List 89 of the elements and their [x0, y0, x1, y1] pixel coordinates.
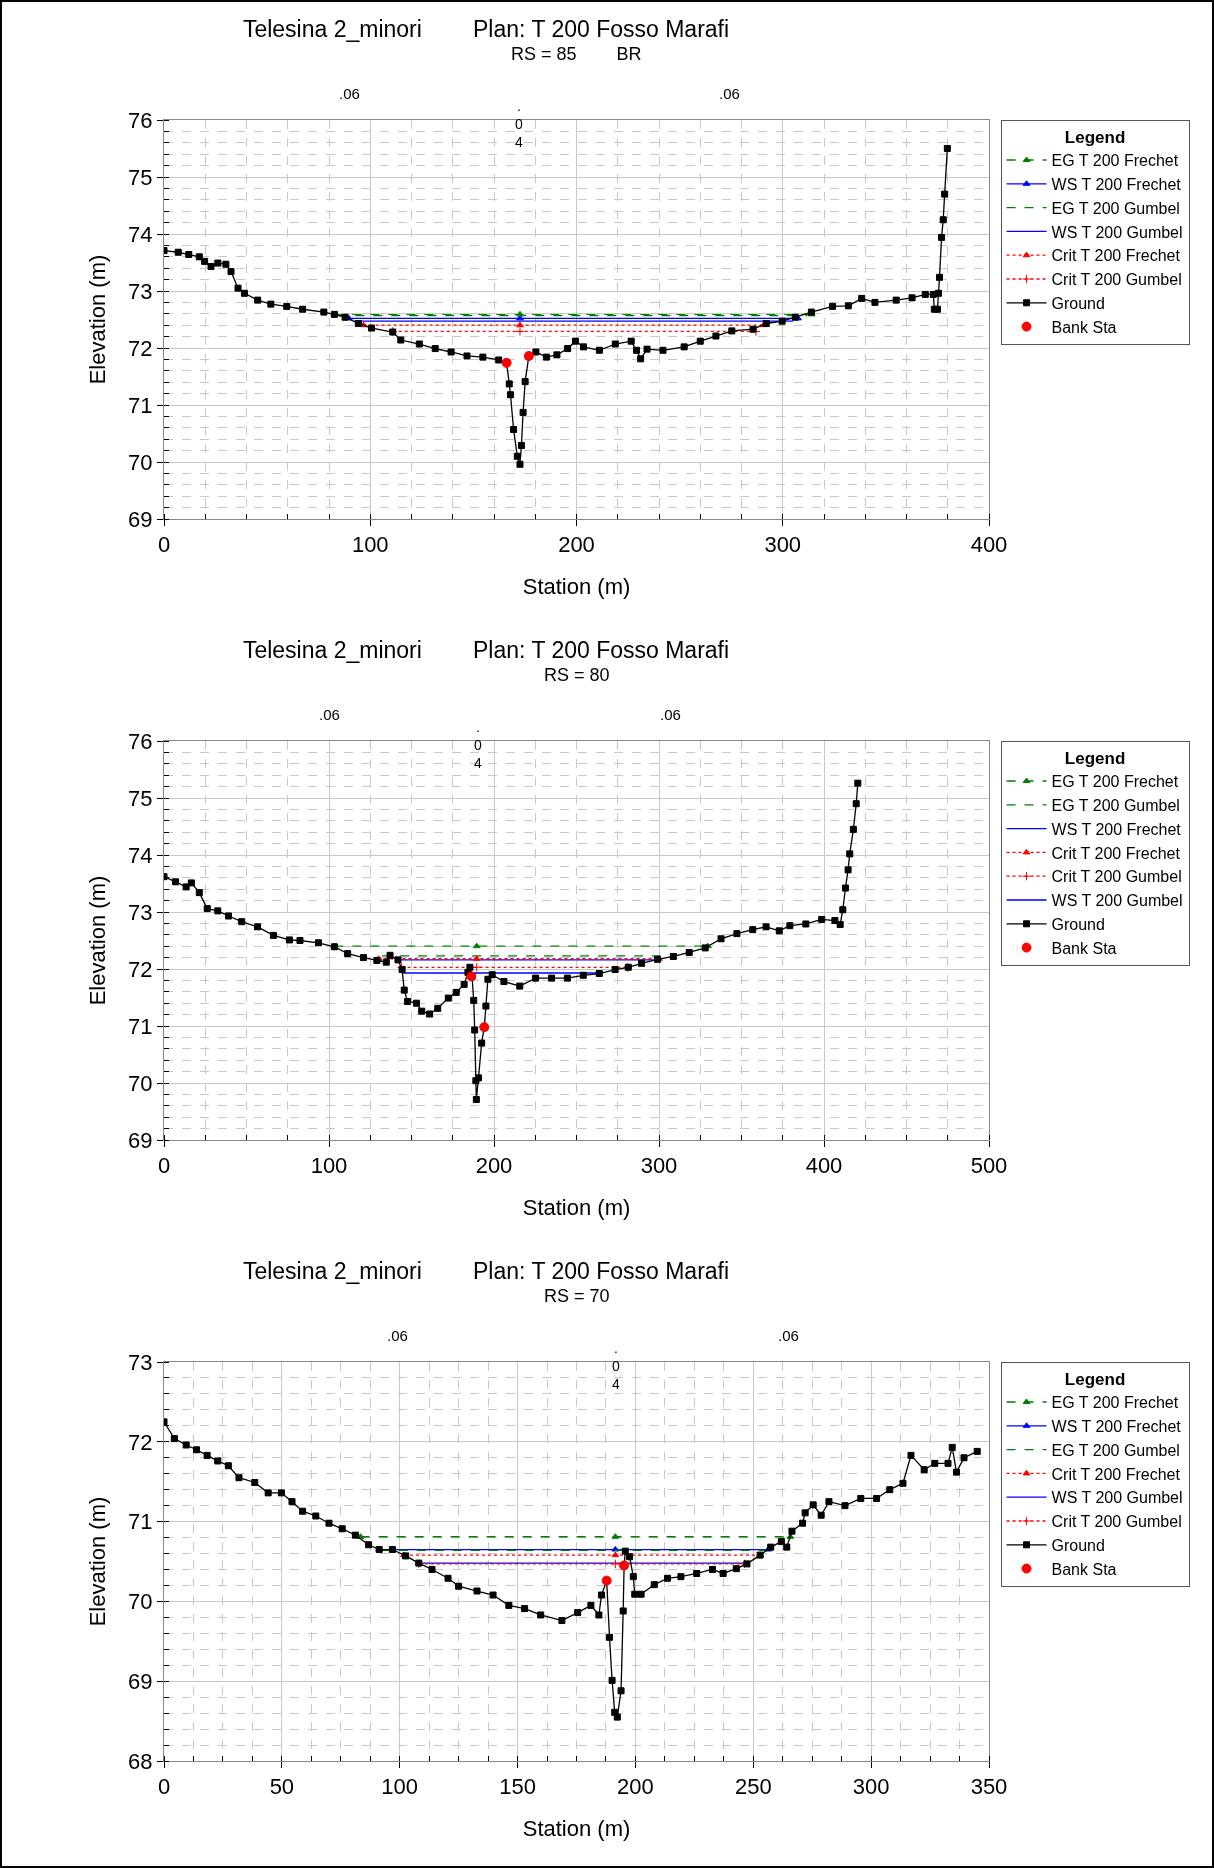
- y-axis-title: Elevation (m): [84, 1496, 110, 1627]
- legend-label: EG T 200 Frechet: [1051, 1394, 1179, 1412]
- x-tick-label: 0: [157, 532, 171, 558]
- legend-label: WS T 200 Frechet: [1051, 820, 1182, 838]
- y-tick-label: 71: [128, 392, 153, 418]
- y-tick-label: 72: [128, 335, 153, 361]
- legend-label: Ground: [1051, 295, 1105, 313]
- text: .06: [719, 85, 740, 102]
- x-tick-label: 50: [269, 1774, 295, 1800]
- x-tick-label: 200: [558, 532, 595, 558]
- legend-label: Crit T 200 Frechet: [1051, 844, 1181, 862]
- y-axis-title: Elevation (m): [84, 875, 110, 1006]
- legend-label: EG T 200 Frechet: [1051, 152, 1179, 170]
- y-axis-title: Elevation (m): [84, 254, 110, 385]
- x-tick-label: 150: [499, 1774, 536, 1800]
- y-tick-label: 75: [128, 785, 153, 811]
- legend-label: Crit T 200 Gumbel: [1051, 1513, 1182, 1531]
- x-tick-label: 300: [852, 1774, 890, 1800]
- text: .06: [387, 1327, 408, 1344]
- x-tick-label: 0: [157, 1774, 171, 1800]
- x-axis-title: Station (m): [522, 574, 631, 600]
- chart-title: Telesina 2_minori Plan: T 200 Fosso Marafi: [242, 636, 730, 663]
- text: .06: [339, 85, 360, 102]
- x-axis-title: Station (m): [522, 1816, 631, 1842]
- y-tick-label: 74: [128, 221, 153, 247]
- y-tick-label: 74: [128, 842, 153, 868]
- legend-title: Legend: [1064, 1370, 1126, 1390]
- y-tick-label: 72: [128, 956, 153, 982]
- chart-title: Telesina 2_minori Plan: T 200 Fosso Marafi: [242, 15, 730, 42]
- x-tick-label: 200: [475, 1153, 513, 1179]
- x-tick-label: 200: [617, 1774, 654, 1800]
- x-tick-label: 500: [970, 1153, 1008, 1179]
- x-tick-label: 0: [157, 1153, 171, 1179]
- chart-subtitle: RS = 70: [544, 1286, 610, 1306]
- legend-title: Legend: [1064, 128, 1126, 148]
- legend-label: WS T 200 Gumbel: [1051, 892, 1183, 910]
- y-tick-label: 73: [128, 899, 153, 925]
- y-tick-label: 68: [128, 1748, 153, 1774]
- legend-label: WS T 200 Frechet: [1051, 1418, 1182, 1436]
- legend-label: Bank Sta: [1051, 1560, 1117, 1578]
- legend-label: WS T 200 Gumbel: [1051, 1489, 1183, 1507]
- x-tick-label: 400: [805, 1153, 843, 1179]
- x-tick-label: 300: [764, 532, 802, 558]
- y-tick-label: 71: [128, 1013, 153, 1039]
- annotation: .04: [612, 1340, 620, 1393]
- legend-label: EG T 200 Gumbel: [1051, 1441, 1180, 1459]
- legend-label: Crit T 200 Frechet: [1051, 247, 1181, 265]
- x-tick-label: 400: [970, 532, 1008, 558]
- x-tick-label: 100: [310, 1153, 348, 1179]
- legend-label: Ground: [1051, 916, 1105, 934]
- y-tick-label: 73: [128, 278, 153, 304]
- y-tick-label: 70: [128, 1589, 153, 1615]
- y-tick-label: 69: [128, 1127, 153, 1153]
- legend-label: EG T 200 Frechet: [1051, 773, 1179, 791]
- text: .06: [319, 706, 340, 723]
- legend-label: Bank Sta: [1051, 939, 1117, 957]
- y-tick-label: 69: [128, 1668, 153, 1694]
- legend-label: EG T 200 Gumbel: [1051, 199, 1180, 217]
- y-tick-label: 70: [128, 1070, 153, 1096]
- x-tick-label: 100: [381, 1774, 419, 1800]
- chart-subtitle: RS = 85 BR: [511, 44, 642, 64]
- y-tick-label: 73: [128, 1349, 153, 1375]
- x-axis-title: Station (m): [522, 1195, 631, 1221]
- chart-subtitle: RS = 80: [544, 665, 610, 685]
- x-tick-label: 250: [734, 1774, 772, 1800]
- legend-label: Crit T 200 Gumbel: [1051, 868, 1182, 886]
- x-tick-label: 300: [640, 1153, 678, 1179]
- text: .06: [778, 1327, 799, 1344]
- y-tick-label: 76: [128, 728, 153, 754]
- legend-label: Ground: [1051, 1537, 1105, 1555]
- legend-label: Crit T 200 Gumbel: [1051, 271, 1182, 289]
- y-tick-label: 76: [128, 107, 153, 133]
- y-tick-label: 70: [128, 449, 153, 475]
- legend-title: Legend: [1064, 749, 1126, 769]
- y-tick-label: 69: [128, 506, 153, 532]
- legend-label: WS T 200 Frechet: [1051, 176, 1182, 194]
- annotation: .04: [515, 98, 523, 151]
- annotation: .04: [474, 719, 482, 772]
- legend-label: Bank Sta: [1051, 318, 1117, 336]
- text: .06: [660, 706, 681, 723]
- x-tick-label: 350: [970, 1774, 1008, 1800]
- y-tick-label: 71: [128, 1509, 153, 1535]
- y-tick-label: 75: [128, 164, 153, 190]
- legend-label: Crit T 200 Frechet: [1051, 1465, 1181, 1483]
- legend-label: EG T 200 Gumbel: [1051, 797, 1180, 815]
- x-tick-label: 100: [351, 532, 389, 558]
- legend-label: WS T 200 Gumbel: [1051, 223, 1183, 241]
- chart-title: Telesina 2_minori Plan: T 200 Fosso Marafi: [242, 1257, 730, 1284]
- y-tick-label: 72: [128, 1429, 153, 1455]
